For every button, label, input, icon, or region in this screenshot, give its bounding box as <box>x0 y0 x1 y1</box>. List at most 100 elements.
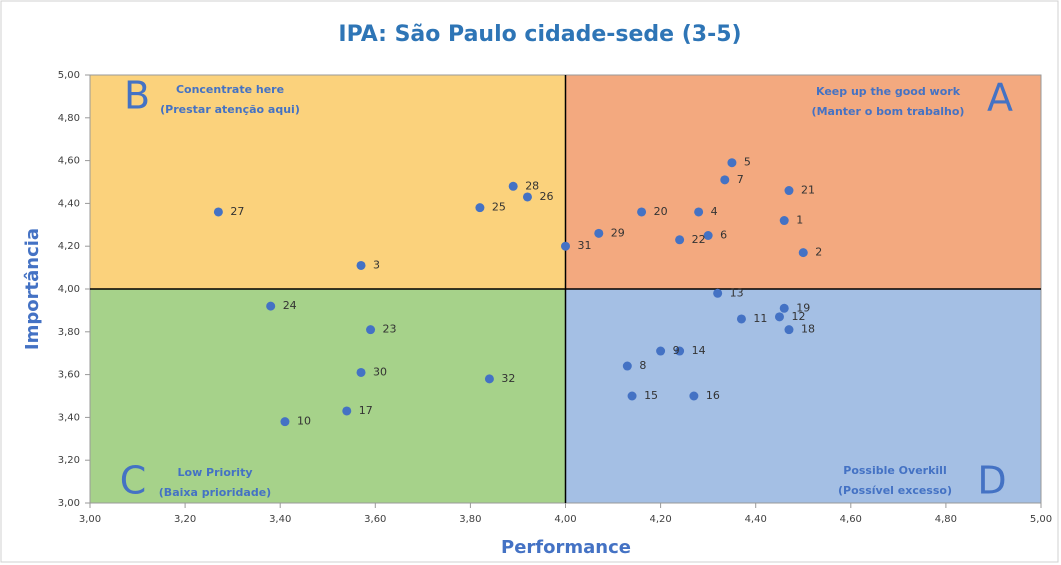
point <box>342 406 352 416</box>
point <box>356 260 366 270</box>
point-label: 29 <box>611 226 625 239</box>
point-label: 32 <box>501 372 515 385</box>
quadrant <box>565 289 1041 503</box>
quadrant-letter: D <box>977 459 1006 503</box>
point-label: 7 <box>737 173 744 186</box>
x-tick-label: 5,00 <box>1030 514 1052 525</box>
point <box>798 248 808 258</box>
point-label: 14 <box>692 344 706 357</box>
point <box>713 288 723 298</box>
point <box>627 391 637 401</box>
point <box>637 207 647 217</box>
point <box>736 314 746 324</box>
point <box>356 367 366 377</box>
point <box>779 303 789 313</box>
chart-title: IPA: São Paulo cidade-sede (3-5) <box>338 22 741 47</box>
point <box>561 241 570 251</box>
point <box>784 186 794 196</box>
point <box>779 216 789 226</box>
point <box>508 181 518 191</box>
y-axis-label: Importância <box>22 228 43 350</box>
point <box>694 207 704 217</box>
y-tick-label: 4,40 <box>58 198 80 209</box>
x-tick-label: 4,60 <box>840 514 862 525</box>
point-label: 12 <box>791 310 805 323</box>
point <box>475 203 485 213</box>
point-label: 27 <box>230 205 244 218</box>
quadrant-letter: B <box>124 74 150 118</box>
point <box>675 346 685 356</box>
point-label: 8 <box>639 359 646 372</box>
point-label: 15 <box>644 389 658 402</box>
quadrant <box>90 75 566 289</box>
point <box>484 374 494 384</box>
x-tick-label: 4,20 <box>649 514 671 525</box>
point-label: 16 <box>706 389 720 402</box>
quadrant-subtitle: (Possível excesso) <box>838 484 952 497</box>
point <box>675 235 685 245</box>
quadrant-title: Concentrate here <box>176 83 284 96</box>
point <box>656 346 666 356</box>
quadrant <box>90 289 566 503</box>
point-label: 3 <box>373 258 380 271</box>
point <box>720 175 730 185</box>
point-label: 10 <box>297 415 311 428</box>
point-label: 17 <box>359 404 373 417</box>
point-label: 13 <box>730 286 744 299</box>
point-label: 6 <box>720 229 727 242</box>
point <box>213 207 223 217</box>
point-label: 28 <box>525 179 539 192</box>
x-tick-label: 3,60 <box>364 514 386 525</box>
point <box>280 417 290 427</box>
x-tick-label: 4,40 <box>745 514 767 525</box>
point-label: 31 <box>578 239 592 252</box>
point-label: 19 <box>796 301 810 314</box>
point-label: 4 <box>711 205 718 218</box>
point <box>689 391 699 401</box>
y-tick-label: 3,60 <box>58 370 80 381</box>
x-tick-label: 4,00 <box>554 514 576 525</box>
y-tick-label: 4,20 <box>58 241 80 252</box>
y-tick-label: 4,00 <box>58 284 80 295</box>
quadrant-subtitle: (Baixa prioridade) <box>159 486 271 499</box>
x-tick-label: 3,20 <box>174 514 196 525</box>
point <box>703 231 713 240</box>
point <box>522 192 532 202</box>
point-label: 11 <box>753 312 767 325</box>
y-tick-label: 3,40 <box>58 412 80 423</box>
point <box>594 228 604 238</box>
y-tick-label: 3,20 <box>58 455 80 466</box>
point-label: 30 <box>373 365 387 378</box>
point-label: 26 <box>539 190 553 203</box>
point-label: 18 <box>801 323 815 336</box>
point <box>784 325 794 335</box>
point-label: 22 <box>692 233 706 246</box>
point-label: 25 <box>492 201 506 214</box>
point <box>727 158 737 168</box>
point-label: 9 <box>673 344 680 357</box>
point-label: 24 <box>283 299 297 312</box>
point <box>266 301 276 311</box>
quadrant-subtitle: (Prestar atenção aqui) <box>160 103 300 116</box>
point-label: 2 <box>815 246 822 259</box>
x-tick-label: 4,80 <box>935 514 957 525</box>
y-tick-label: 3,00 <box>58 498 80 509</box>
y-tick-label: 4,80 <box>58 113 80 124</box>
point-label: 23 <box>383 323 397 336</box>
x-tick-label: 3,80 <box>459 514 481 525</box>
x-tick-label: 3,40 <box>269 514 291 525</box>
point <box>366 325 376 335</box>
point <box>774 312 784 322</box>
quadrant-letter: C <box>120 459 147 503</box>
point-label: 20 <box>654 205 668 218</box>
y-tick-label: 3,80 <box>58 327 80 338</box>
point-label: 5 <box>744 156 751 169</box>
quadrant-letter: A <box>987 76 1013 120</box>
quadrant-title: Keep up the good work <box>816 85 961 98</box>
point-label: 1 <box>796 214 803 227</box>
x-tick-label: 3,00 <box>79 514 101 525</box>
point-label: 21 <box>801 184 815 197</box>
quadrant-subtitle: (Manter o bom trabalho) <box>812 105 965 118</box>
point <box>622 361 632 371</box>
